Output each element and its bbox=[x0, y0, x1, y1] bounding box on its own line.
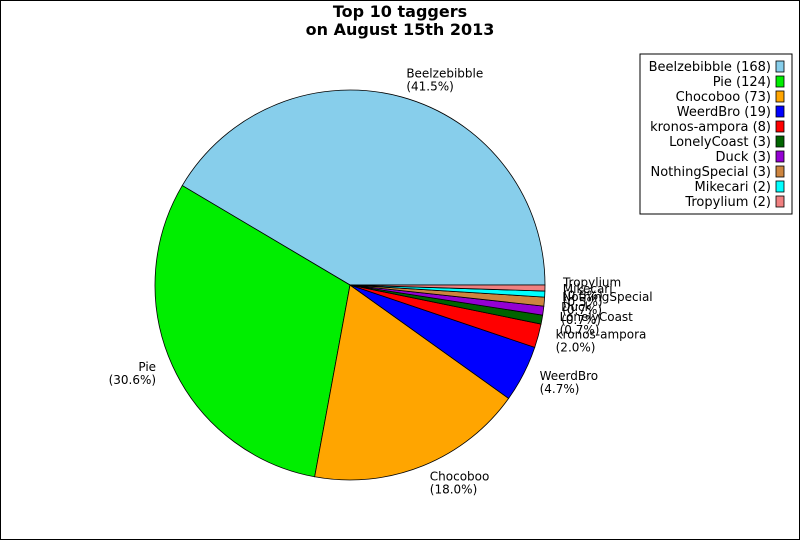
slice-pie bbox=[154, 184, 351, 478]
legend-label-duck: Duck (3) bbox=[716, 150, 771, 165]
slice-label-weerdbro: WeerdBro (4.7%) bbox=[540, 369, 599, 396]
chart-title: Top 10 taggers on August 15th 2013 bbox=[306, 2, 495, 39]
slice-label-nothingspecial: NothingSpecial (0.7%) bbox=[562, 290, 652, 317]
slice-tropylium bbox=[349, 284, 546, 292]
legend-box bbox=[639, 53, 793, 215]
slice-label-chocoboo: Chocoboo (18.0%) bbox=[430, 469, 490, 496]
legend-swatch-nothingspecial bbox=[775, 165, 785, 178]
legend-label-nothingspecial: NothingSpecial (3) bbox=[650, 165, 771, 180]
slice-label-kronos-ampora: kronos-ampora (2.0%) bbox=[556, 328, 647, 355]
legend-swatch-pie bbox=[775, 75, 785, 88]
slice-label-tropylium: Tropylium (0.5%) bbox=[562, 275, 621, 302]
legend-swatch-beelzebibble bbox=[775, 60, 785, 73]
chart-title-line-1: Top 10 taggers bbox=[333, 2, 467, 21]
legend-label-pie: Pie (124) bbox=[713, 75, 771, 90]
legend-label-weerdbro: WeerdBro (19) bbox=[677, 105, 771, 120]
slice-label-beelzebibble: Beelzebibble (41.5%) bbox=[406, 67, 483, 94]
legend-label-beelzebibble: Beelzebibble (168) bbox=[649, 60, 771, 75]
slice-label-lonelycoast: LonelyCoast (0.7%) bbox=[560, 310, 634, 337]
legend-label-chocoboo: Chocoboo (73) bbox=[676, 90, 771, 105]
legend-label-lonelycoast: LonelyCoast (3) bbox=[669, 135, 771, 150]
legend-label-mikecari: Mikecari (2) bbox=[694, 180, 771, 195]
chart-title-line-2: on August 15th 2013 bbox=[306, 20, 495, 39]
legend-label-tropylium: Tropylium (2) bbox=[684, 195, 771, 210]
pie-labels: Beelzebibble (41.5%) Pie (30.6%) Chocoboo (18… bbox=[109, 67, 653, 497]
legend-label-kronos-ampora: kronos-ampora (8) bbox=[650, 120, 771, 135]
slice-label-duck: Duck (0.7%) bbox=[561, 300, 601, 327]
legend-swatch-weerdbro bbox=[775, 105, 785, 118]
legend-swatch-tropylium bbox=[775, 195, 785, 208]
legend-swatch-lonelycoast bbox=[775, 135, 785, 148]
slice-label-pie: Pie (30.6%) bbox=[109, 360, 156, 387]
slice-label-mikecari: Mikecari (0.5%) bbox=[563, 282, 613, 309]
slice-beelzebibble bbox=[181, 89, 546, 286]
slice-chocoboo bbox=[314, 284, 510, 481]
legend-swatch-duck bbox=[775, 150, 785, 163]
legend: Beelzebibble (168)Pie (124)Chocoboo (73)… bbox=[639, 53, 793, 215]
legend-swatch-mikecari bbox=[775, 180, 785, 193]
legend-swatch-kronos-ampora bbox=[775, 120, 785, 133]
pie-slices bbox=[154, 89, 546, 481]
legend-swatch-chocoboo bbox=[775, 90, 785, 103]
